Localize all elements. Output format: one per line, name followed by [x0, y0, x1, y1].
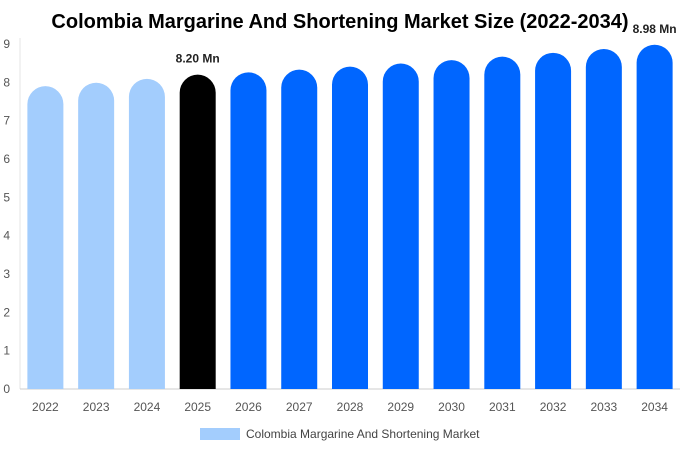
x-tick-label: 2030 [438, 400, 465, 414]
y-tick-label: 3 [3, 267, 10, 281]
bar-2034 [636, 44, 673, 390]
y-tick-label: 2 [3, 305, 10, 319]
legend-swatch [200, 428, 240, 440]
x-tick-label: 2023 [83, 400, 110, 414]
x-tick-label: 2022 [32, 400, 59, 414]
y-tick-label: 5 [3, 190, 10, 204]
y-tick-label: 8 [3, 75, 10, 89]
bar-2030 [433, 60, 470, 389]
bar-2033 [585, 48, 622, 389]
bar-2024 [128, 78, 165, 389]
bars [27, 44, 673, 390]
bar-2025 [179, 74, 216, 390]
x-tick-label: 2033 [590, 400, 617, 414]
x-axis: 2022 2023 2024 2025 2026 2027 2028 2029 2030 2031… [20, 388, 680, 414]
x-tick-label: 2027 [286, 400, 313, 414]
x-tick-label: 2026 [235, 400, 262, 414]
legend-label: Colombia Margarine And Shortening Market [246, 427, 480, 441]
legend: Colombia Margarine And Shortening Market [200, 427, 480, 441]
bar-2027 [281, 69, 318, 389]
x-tick-label: 2031 [489, 400, 516, 414]
data-labels: 8.20 Mn 8.98 Mn [176, 22, 677, 66]
y-tick-label: 7 [3, 114, 10, 128]
y-tick-label: 4 [3, 229, 10, 243]
bar-2029 [382, 63, 419, 390]
x-tick-label: 2025 [184, 400, 211, 414]
bar-2028 [332, 66, 368, 390]
bar-2026 [230, 72, 267, 389]
x-tick-label: 2029 [387, 400, 414, 414]
bar-2023 [78, 82, 115, 389]
x-tick-label: 2028 [337, 400, 364, 414]
y-tick-label: 6 [3, 152, 10, 166]
y-tick-label: 1 [3, 344, 10, 358]
x-tick-label: 2024 [134, 400, 161, 414]
bar-2022 [27, 86, 64, 390]
chart-title: Colombia Margarine And Shortening Market… [51, 11, 628, 33]
bar-2032 [535, 52, 572, 390]
x-tick-label: 2034 [641, 400, 668, 414]
y-tick-label: 0 [3, 382, 10, 396]
y-axis: 0 1 2 3 4 5 6 7 8 9 [3, 37, 21, 396]
x-tick-label: 2032 [540, 400, 567, 414]
bar-2031 [484, 56, 521, 390]
data-label-2034: 8.98 Mn [633, 22, 677, 36]
y-tick-label: 9 [3, 37, 10, 51]
data-label-2025: 8.20 Mn [176, 52, 220, 66]
